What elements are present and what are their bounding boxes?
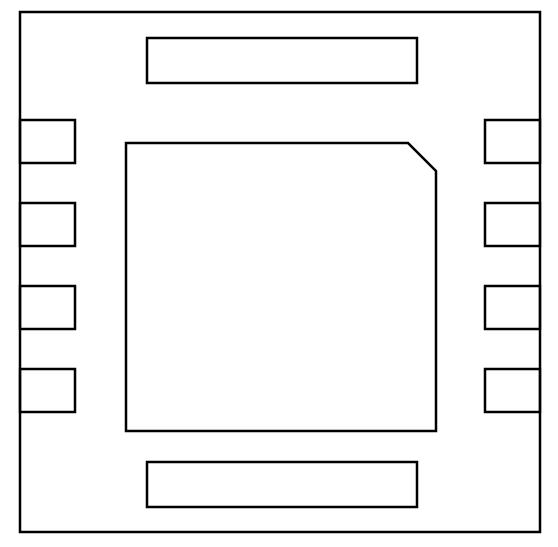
right-pin-2 [485,203,540,246]
right-pin-3 [485,286,540,329]
left-pin-1 [20,120,75,163]
top-pad [147,38,417,83]
ic-package-diagram [0,0,558,547]
right-pin-4 [485,369,540,412]
left-pin-2 [20,203,75,246]
left-pin-3 [20,286,75,329]
left-pin-4 [20,369,75,412]
package-outline [20,12,540,532]
right-pin-1 [485,120,540,163]
die-pad [126,143,436,431]
bottom-pad [147,462,417,507]
